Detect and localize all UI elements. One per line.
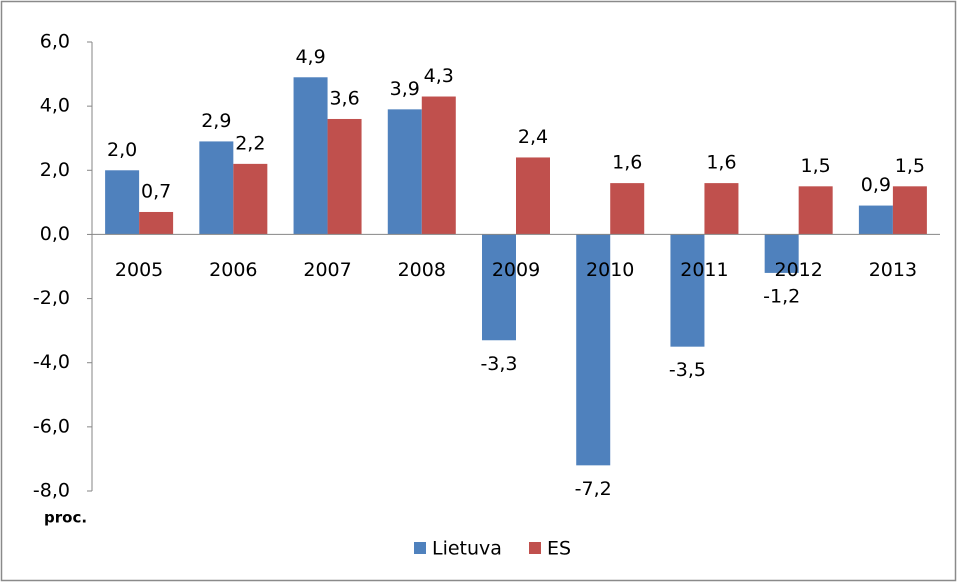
x-tick-label: 2009 <box>492 259 540 281</box>
legend-swatch <box>529 542 541 554</box>
x-tick-label: 2011 <box>680 259 728 281</box>
bar <box>105 170 140 235</box>
y-tick-label: 6,0 <box>40 31 70 53</box>
bar <box>293 77 328 235</box>
bar <box>421 96 456 235</box>
bar <box>482 234 516 341</box>
bar <box>199 141 234 235</box>
bar <box>516 157 550 235</box>
y-tick-label: -8,0 <box>33 480 70 502</box>
data-label: 0,9 <box>861 174 891 196</box>
data-label: 3,6 <box>329 87 359 109</box>
legend-swatch <box>414 542 426 554</box>
x-tick-label: 2010 <box>586 259 634 281</box>
data-label: 4,9 <box>295 46 325 68</box>
x-tick-label: 2008 <box>398 259 446 281</box>
data-label: 1,5 <box>895 155 925 177</box>
bar <box>858 205 893 235</box>
y-tick-label: -4,0 <box>33 351 70 373</box>
data-label: 2,0 <box>107 139 137 161</box>
bar <box>576 234 611 466</box>
data-label: 0,7 <box>141 180 171 202</box>
bar <box>610 183 645 235</box>
x-tick-label: 2006 <box>209 259 257 281</box>
bar <box>670 234 705 347</box>
bar <box>704 183 739 235</box>
bar <box>892 186 927 235</box>
data-label: 1,6 <box>612 152 642 174</box>
legend-label: Lietuva <box>432 538 502 560</box>
x-tick-label: 2007 <box>303 259 351 281</box>
legend-label: ES <box>547 538 571 560</box>
bar <box>798 186 833 235</box>
y-tick-label: 2,0 <box>40 159 70 181</box>
y-tick-label: -2,0 <box>33 287 70 309</box>
data-label: 3,9 <box>390 78 420 100</box>
bar <box>233 163 268 235</box>
x-tick-label: 2005 <box>115 259 163 281</box>
data-label: -3,5 <box>669 359 706 381</box>
bar <box>139 211 174 235</box>
data-label: 2,2 <box>235 132 265 154</box>
y-tick-label: -6,0 <box>33 415 70 437</box>
data-label: 2,4 <box>518 126 548 148</box>
bar <box>327 118 362 235</box>
data-label: 2,9 <box>201 110 231 132</box>
y-axis-label: proc. <box>44 509 87 527</box>
bar <box>387 109 422 235</box>
y-tick-label: 4,0 <box>40 95 70 117</box>
data-label: 1,5 <box>801 155 831 177</box>
y-tick-label: 0,0 <box>40 223 70 245</box>
x-tick-label: 2013 <box>869 259 917 281</box>
data-label: -3,3 <box>480 353 517 375</box>
data-label: -7,2 <box>575 478 612 500</box>
data-label: 4,3 <box>424 65 454 87</box>
x-tick-label: 2012 <box>774 259 822 281</box>
data-label: -1,2 <box>763 285 800 307</box>
data-label: 1,6 <box>706 152 736 174</box>
bar <box>764 234 799 273</box>
